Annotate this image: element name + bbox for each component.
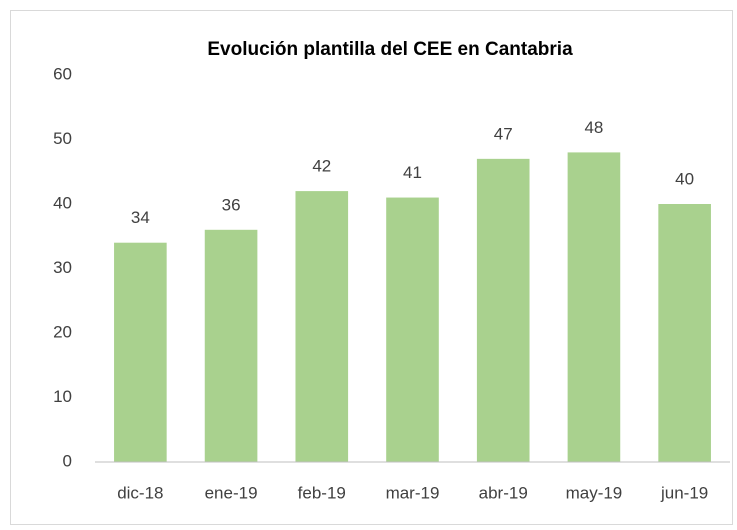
x-tick-label: feb-19	[298, 483, 346, 502]
y-tick-label: 0	[63, 451, 72, 470]
bar	[295, 191, 349, 462]
y-tick-label: 60	[53, 64, 72, 83]
bar	[476, 158, 530, 462]
bar	[204, 229, 258, 462]
x-tick-label: abr-19	[479, 483, 528, 502]
y-tick-label: 50	[53, 129, 72, 148]
data-label: 40	[675, 169, 694, 188]
bar	[114, 242, 167, 462]
chart-title: Evolución plantilla del CEE en Cantabria	[207, 39, 573, 60]
x-tick-label: dic-18	[117, 483, 163, 502]
x-tick-label: may-19	[566, 483, 623, 502]
bar	[658, 204, 711, 462]
x-tick-label: jun-19	[660, 483, 708, 502]
data-label: 41	[403, 163, 422, 182]
bar	[567, 152, 621, 462]
data-label: 47	[494, 124, 513, 143]
data-label: 36	[222, 195, 241, 214]
x-tick-label: mar-19	[386, 483, 440, 502]
x-tick-label: ene-19	[205, 483, 258, 502]
y-tick-label: 40	[53, 193, 72, 212]
y-tick-label: 30	[53, 258, 72, 277]
bar	[386, 197, 439, 463]
data-label: 34	[131, 208, 150, 227]
y-tick-label: 10	[53, 387, 72, 406]
data-label: 42	[312, 157, 331, 176]
y-tick-label: 20	[53, 322, 72, 341]
data-label: 48	[584, 118, 603, 137]
